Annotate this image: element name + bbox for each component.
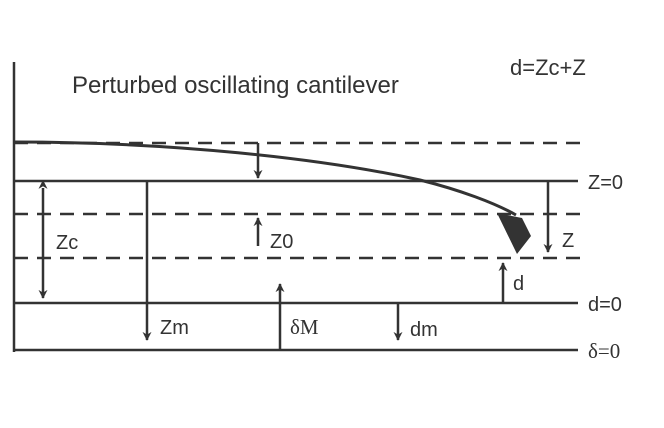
delta-zero-label: δ=0 (588, 339, 620, 363)
delta-m-label: δM (290, 315, 319, 339)
cantilever-beam (13, 140, 517, 217)
d-label: d (513, 273, 524, 295)
d-zero-label: d=0 (588, 294, 622, 316)
dm-label: dm (410, 319, 438, 341)
formula-label: d=Zc+Z (510, 55, 586, 80)
z-label: Z (562, 230, 574, 252)
diagram-title: Perturbed oscillating cantilever (72, 72, 399, 99)
z-zero-label: Z=0 (588, 172, 623, 194)
cantilever-tip (497, 213, 531, 254)
zm-label: Zm (160, 317, 189, 339)
zc-label: Zc (56, 232, 78, 254)
z0-label: Z0 (270, 231, 293, 253)
